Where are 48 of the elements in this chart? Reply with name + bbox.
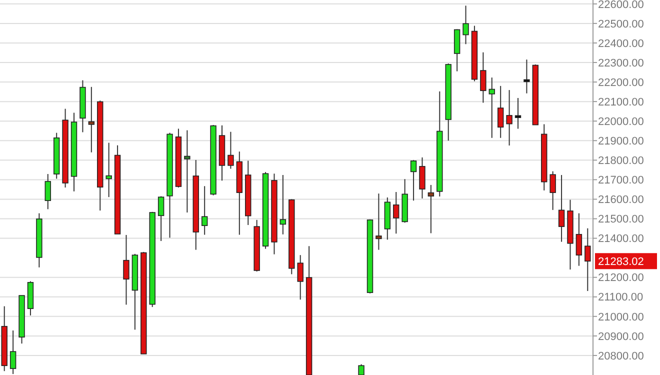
y-tick-label: 21200.00 — [598, 272, 644, 284]
candlestick — [88, 86, 95, 153]
candlestick — [280, 174, 286, 235]
candlestick — [524, 59, 530, 94]
y-tick-label: 22400.00 — [598, 38, 644, 50]
candlestick — [44, 174, 51, 210]
y-tick-label: 22300.00 — [598, 57, 644, 70]
candlestick — [419, 156, 426, 199]
candlestick — [576, 212, 582, 266]
candlestick — [358, 364, 364, 375]
candlestick — [123, 234, 130, 306]
candlestick — [376, 193, 382, 250]
y-tick-label: 20800.00 — [598, 350, 644, 362]
candlestick — [410, 160, 417, 202]
candlestick — [558, 174, 565, 242]
text: 21283.02 — [598, 256, 644, 268]
candlestick — [228, 131, 234, 170]
y-tick-label: 21100.00 — [598, 292, 644, 304]
y-tick-label: 22100.00 — [598, 96, 644, 108]
candlestick — [393, 191, 400, 234]
y-tick-label: 21900.00 — [598, 135, 644, 148]
y-tick-label: 21400.00 — [598, 233, 644, 246]
y-tick-label: 22500.00 — [598, 18, 644, 30]
candlestick — [480, 52, 486, 104]
y-tick-label: 21000.00 — [598, 311, 644, 324]
candlestick — [454, 28, 460, 72]
candlestick — [497, 85, 504, 138]
y-tick-label: 21500.00 — [598, 214, 644, 226]
candlestick — [584, 228, 591, 292]
y-tick-label: 20900.00 — [598, 330, 644, 343]
candlestick — [158, 196, 164, 242]
y-tick-label: 21600.00 — [598, 194, 644, 206]
candlestick — [506, 90, 512, 146]
candlestick — [462, 5, 469, 45]
candlestick — [297, 254, 304, 300]
candlestick — [488, 77, 495, 138]
candlestick — [550, 170, 556, 210]
candlestick — [201, 186, 208, 236]
candlestick — [106, 142, 112, 198]
y-tick-label: 22200.00 — [598, 76, 644, 89]
candlestick — [184, 130, 190, 213]
y-tick-label: 21700.00 — [598, 174, 644, 187]
y-tick-label: 21800.00 — [598, 155, 644, 168]
y-tick-label: 22000.00 — [598, 116, 644, 128]
candlestick — [514, 98, 522, 130]
candlestick — [10, 330, 16, 375]
candlestick — [428, 184, 434, 234]
y-tick-label: 22600.00 — [598, 0, 644, 11]
